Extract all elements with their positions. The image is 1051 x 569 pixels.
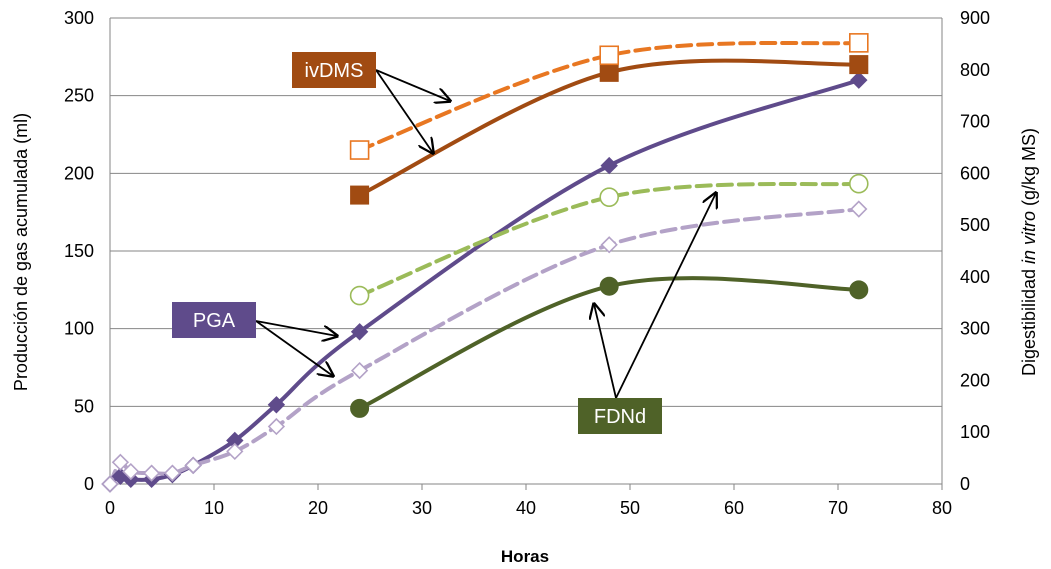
data-point	[849, 55, 869, 75]
y-tick-label: 0	[84, 474, 94, 494]
data-point	[267, 396, 286, 414]
data-point	[101, 475, 119, 493]
data-point	[848, 33, 869, 53]
x-tick-label: 40	[516, 498, 536, 518]
y-tick-label: 100	[64, 319, 94, 339]
x-axis-title: Horas	[501, 547, 549, 566]
y-tick-label: 250	[64, 86, 94, 106]
y2-axis-title: Digestibilidad in vitro (g/kg MS)	[1019, 128, 1039, 376]
data-point	[184, 456, 202, 474]
data-point	[349, 140, 370, 160]
data-point	[122, 462, 140, 481]
y2-tick-label: 900	[960, 8, 990, 28]
y2-axis-title-part3: (g/kg MS)	[1019, 128, 1039, 211]
data-point	[226, 442, 244, 461]
annotation-arrow	[255, 320, 337, 336]
series-line-4	[357, 276, 861, 411]
tick-labels: 0501001502002503000100200300400500600700…	[64, 8, 990, 518]
annotation-label: ivDMS	[305, 60, 364, 82]
y-tick-label: 200	[64, 163, 94, 183]
series-line-5	[357, 181, 861, 298]
x-tick-label: 30	[412, 498, 432, 518]
data-point	[350, 398, 370, 418]
data-point	[349, 285, 370, 306]
x-tick-label: 0	[105, 498, 115, 518]
data-point	[267, 417, 286, 436]
data-point	[350, 185, 370, 205]
y2-tick-label: 400	[960, 267, 990, 287]
y-tick-label: 150	[64, 241, 94, 261]
y2-tick-label: 200	[960, 370, 990, 390]
x-tick-label: 10	[204, 498, 224, 518]
y2-axis-title-part2: in vitro	[1019, 211, 1039, 264]
annotation-arrow	[594, 304, 617, 399]
annotation-box	[578, 398, 662, 434]
y-tick-label: 300	[64, 8, 94, 28]
annotation-box	[292, 52, 376, 88]
data-point	[350, 361, 369, 380]
data-point	[599, 45, 620, 66]
annotation-label: PGA	[193, 310, 236, 332]
series-lines	[108, 40, 861, 486]
data-point	[850, 71, 868, 89]
x-tick-label: 70	[828, 498, 848, 518]
annotation-arrow	[615, 193, 716, 399]
x-tick-label: 80	[932, 498, 952, 518]
annotation-arrow	[375, 69, 450, 101]
data-point	[600, 156, 618, 175]
gridlines	[109, 17, 943, 490]
annotation-labels: ivDMS PGA FDNd	[172, 52, 662, 434]
data-point	[600, 236, 618, 254]
y-axis-title: Producción de gas acumulada (ml)	[11, 113, 31, 391]
data-point	[599, 187, 620, 207]
y2-tick-label: 800	[960, 60, 990, 80]
y2-tick-label: 700	[960, 112, 990, 132]
y2-tick-label: 0	[960, 474, 970, 494]
data-point	[599, 62, 619, 82]
y2-tick-label: 300	[960, 319, 990, 339]
annotation-label: FDNd	[594, 406, 646, 428]
series-markers	[101, 33, 869, 493]
y2-tick-label: 100	[960, 422, 990, 442]
x-tick-label: 50	[620, 498, 640, 518]
data-point	[350, 323, 369, 341]
y-tick-label: 50	[74, 396, 94, 416]
x-tick-label: 60	[724, 498, 744, 518]
data-point	[142, 464, 161, 482]
y2-tick-label: 500	[960, 215, 990, 235]
data-point	[599, 276, 619, 296]
data-point	[163, 464, 182, 482]
data-point	[849, 280, 869, 300]
data-point	[850, 200, 868, 218]
x-tick-label: 20	[308, 498, 328, 518]
y2-tick-label: 600	[960, 163, 990, 183]
y2-axis-title-part1: Digestibilidad	[1019, 264, 1039, 376]
annotation-arrow	[255, 320, 333, 376]
annotation-arrows	[255, 69, 716, 399]
series-line-1	[108, 207, 861, 486]
annotation-arrow	[375, 69, 433, 153]
data-point	[111, 453, 130, 471]
annotation-box	[172, 302, 256, 338]
data-point	[848, 173, 869, 194]
